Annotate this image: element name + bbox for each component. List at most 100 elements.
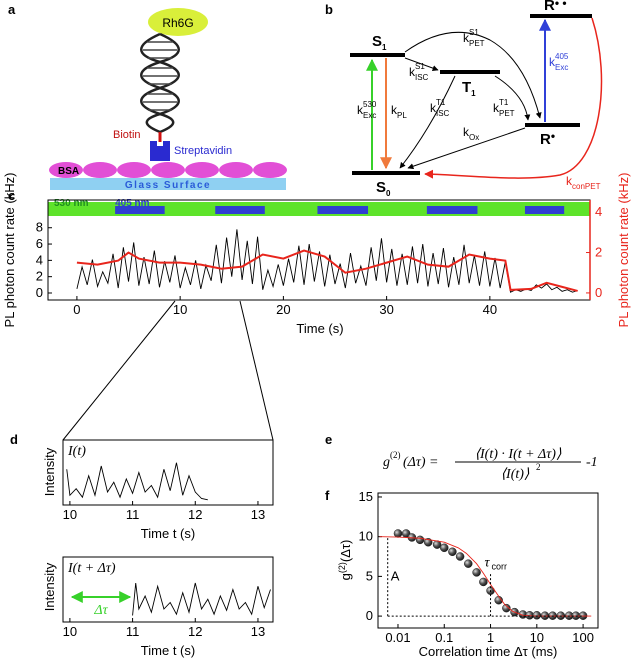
- panel-label: c: [8, 188, 15, 203]
- protein-label: Streptavidin: [174, 145, 232, 157]
- rate-label: conPET: [572, 182, 601, 191]
- excitation-pulse: [426, 206, 478, 214]
- y-tick-label: 10: [359, 529, 373, 544]
- trace-label: I(t + Δτ): [67, 561, 116, 576]
- x-axis-label: Correlation time Δτ (ms): [419, 644, 558, 659]
- blocker-label: BSA: [58, 166, 79, 177]
- rate-label: S1: [469, 28, 479, 37]
- chart: 10 11 12 13: [62, 439, 274, 522]
- x-tick-label: 10: [63, 507, 77, 522]
- data-point: [532, 611, 542, 620]
- data-point: [415, 535, 425, 545]
- data-point: [393, 529, 403, 538]
- bsa-layer: [49, 162, 287, 178]
- x-tick-label: 10: [63, 624, 77, 639]
- rate-label: k: [463, 125, 470, 139]
- x-axis-label: Time t (s): [141, 643, 195, 658]
- energy-levels: [350, 14, 592, 175]
- panel-label: b: [325, 2, 333, 17]
- data-line: [132, 582, 271, 616]
- trace-label: I(t): [67, 444, 86, 459]
- streptavidin-shape: [150, 141, 170, 161]
- dye-shape: [148, 8, 208, 36]
- y-tick-label: 8: [36, 220, 43, 235]
- diagram-a: Rh6G Biotin Streptavidin BSA Glass Surfa…: [49, 8, 287, 191]
- state-label: R•: [540, 129, 555, 148]
- rate-label: k: [566, 174, 573, 188]
- equation-part: -1: [586, 455, 598, 470]
- rate-label: k: [549, 55, 556, 69]
- excitation-pulse: [215, 206, 265, 214]
- delay-label: Δτ: [93, 603, 108, 618]
- x-tick-label: 0: [73, 302, 80, 317]
- x-tick-label: 30: [379, 302, 393, 317]
- equation: g (2) (Δτ) = ⟨I(t) · I(t + Δτ)⟩ ⟨I(t)⟩ 2…: [383, 447, 598, 482]
- panel-label: e: [325, 432, 332, 447]
- rate-label: k: [463, 31, 470, 45]
- equation-part: g: [383, 455, 390, 470]
- rate-label: ISC: [415, 73, 429, 82]
- x-tick-label: 20: [276, 302, 290, 317]
- x-axis-label: Time (s): [296, 321, 343, 336]
- rate-label: PL: [397, 111, 407, 120]
- x-tick-label: 40: [483, 302, 497, 317]
- equation-part: ⟨I(t) · I(t + Δτ)⟩: [475, 447, 562, 462]
- excitation-label: 405 nm: [115, 198, 150, 209]
- data-line: [76, 229, 578, 293]
- dye-label: Rh6G: [162, 16, 193, 30]
- rate-arrow: [404, 57, 439, 71]
- rate-label: ISC: [436, 109, 450, 118]
- x-tick-label: 10: [530, 630, 544, 645]
- rate-label: 530: [363, 100, 377, 109]
- data-line: [66, 462, 208, 501]
- diagram-b: S1 T1 R• R• • S0 k 530 Exc k PL k S1 ISC…: [350, 0, 603, 198]
- y-axis-label: Intensity: [42, 447, 57, 496]
- panel-label: f: [325, 488, 330, 503]
- data-point: [502, 603, 511, 613]
- y2-tick-label: 2: [595, 245, 602, 260]
- x-axis-label: Time t (s): [141, 526, 195, 541]
- x-tick-label: 0.1: [435, 630, 453, 645]
- x-tick-label: 100: [572, 630, 594, 645]
- conpet-arrow: [424, 17, 603, 179]
- y-tick-label: 6: [36, 236, 43, 251]
- x-tick-label: 1: [487, 630, 494, 645]
- linker-label: Biotin: [113, 129, 141, 141]
- state-label: T1: [462, 79, 476, 98]
- y-axis-label: Intensity: [42, 562, 57, 611]
- rate-label: Ox: [469, 133, 479, 142]
- data-point: [440, 543, 449, 553]
- data-point: [464, 559, 473, 568]
- chart: 0.01 0.1 1 10 100 0 5 10 15 τ corr A: [359, 489, 599, 645]
- rate-label: k: [430, 101, 437, 115]
- rate-label: Exc: [363, 111, 376, 120]
- state-label: S0: [376, 179, 391, 198]
- zoom-line: [62, 300, 176, 441]
- rate-label: T1: [499, 98, 509, 107]
- rate-label: 405: [555, 52, 569, 61]
- x-tick-label: 13: [251, 624, 265, 639]
- y-tick-label: 5: [366, 568, 373, 583]
- surface-label: Glass Surface: [125, 180, 211, 191]
- excitation-pulse: [317, 206, 369, 214]
- x-tick-label: 12: [188, 507, 202, 522]
- excitation-pulse: [524, 206, 565, 214]
- x-tick-label: 0.01: [385, 630, 410, 645]
- y-axis-label: g(2)(Δτ): [337, 540, 353, 581]
- panel-label: a: [8, 2, 16, 17]
- rate-label: k: [409, 65, 416, 79]
- y-tick-label: 0: [36, 285, 43, 300]
- chart: 10 11 12 13: [62, 556, 274, 639]
- y2-tick-label: 0: [595, 285, 602, 300]
- rate-label: PET: [499, 109, 515, 118]
- rate-label: Exc: [555, 63, 568, 72]
- data-line: [76, 249, 578, 292]
- rate-label: PET: [469, 39, 485, 48]
- base-pairs: [143, 41, 177, 111]
- plot-frame: [62, 556, 274, 623]
- x-tick-label: 13: [251, 507, 265, 522]
- rate-label: S1: [415, 62, 425, 71]
- annotation-label: corr: [492, 561, 508, 571]
